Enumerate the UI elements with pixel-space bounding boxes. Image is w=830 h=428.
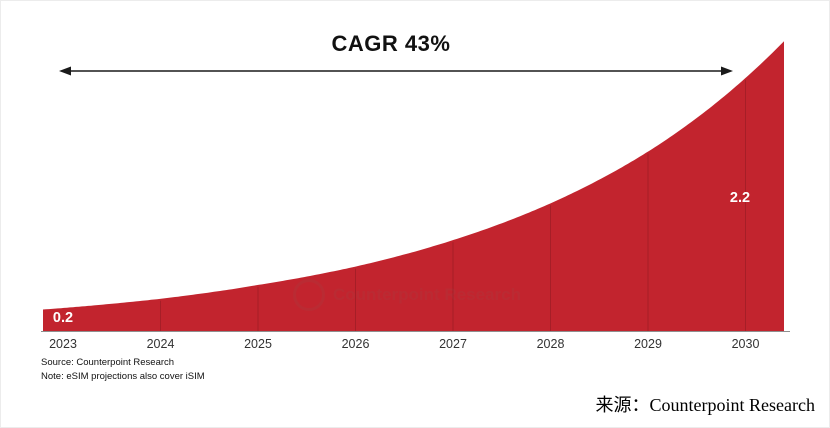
source-attribution-cn: 来源：Counterpoint Research xyxy=(595,395,815,415)
source-note: Source: Counterpoint Research xyxy=(41,357,175,368)
arrowhead-left-icon xyxy=(59,66,71,76)
last-value-label: 2.2 xyxy=(730,190,750,206)
first-value-label: 0.2 xyxy=(53,310,73,326)
isim-note: Note: eSIM projections also cover iSIM xyxy=(41,371,205,382)
x-tick-label: 2029 xyxy=(634,337,662,351)
x-tick-label: 2023 xyxy=(49,337,77,351)
footer-notes: Source: Counterpoint Research Note: eSIM… xyxy=(41,356,205,384)
x-tick-label: 2024 xyxy=(147,337,175,351)
x-tick-label: 2025 xyxy=(244,337,272,351)
arrowhead-right-icon xyxy=(721,66,733,76)
cagr-annotation-label: CAGR 43% xyxy=(331,31,451,56)
x-tick-label: 2026 xyxy=(342,337,370,351)
x-tick-label: 2030 xyxy=(732,337,760,351)
x-tick-label: 2027 xyxy=(439,337,467,351)
area-series xyxy=(43,41,784,331)
x-tick-label: 2028 xyxy=(537,337,565,351)
